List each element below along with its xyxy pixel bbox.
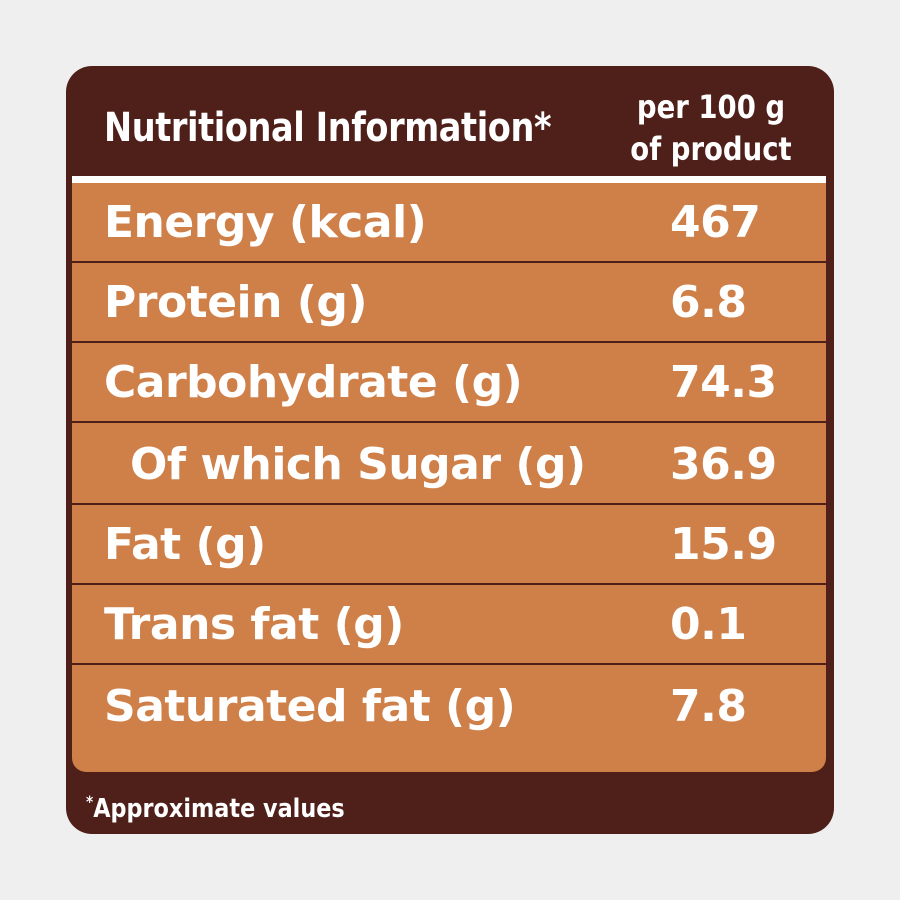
table-row-fat: Fat (g) 15.9 xyxy=(72,505,826,585)
row-value: 36.9 xyxy=(670,439,777,490)
row-label: Protein (g) xyxy=(104,277,368,328)
row-value: 6.8 xyxy=(670,277,747,328)
nutrition-label: Nutritional Information* per 100 g of pr… xyxy=(66,66,834,834)
table-row-carbohydrate: Carbohydrate (g) 74.3 xyxy=(72,343,826,423)
row-label: Energy (kcal) xyxy=(104,197,427,248)
footnote: *Approximate values xyxy=(86,782,345,824)
row-label: Of which Sugar (g) xyxy=(130,439,586,490)
row-value: 15.9 xyxy=(670,519,777,570)
row-label: Fat (g) xyxy=(104,519,266,570)
row-label: Carbohydrate (g) xyxy=(104,357,523,408)
per-serving-line-1: per 100 g xyxy=(636,88,786,126)
table-row-protein: Protein (g) 6.8 xyxy=(72,263,826,343)
header-divider xyxy=(72,176,826,183)
footnote-text: Approximate values xyxy=(93,794,345,824)
nutrition-table: Energy (kcal) 467 Protein (g) 6.8 Carboh… xyxy=(72,183,826,772)
row-value: 467 xyxy=(670,197,761,248)
per-serving-line-2: of product xyxy=(630,130,792,168)
per-serving-header: per 100 g of product xyxy=(604,76,819,186)
row-label: Trans fat (g) xyxy=(104,599,404,650)
table-row-trans-fat: Trans fat (g) 0.1 xyxy=(72,585,826,665)
nutrition-title: Nutritional Information* xyxy=(104,105,552,151)
table-row-sugar: Of which Sugar (g) 36.9 xyxy=(72,425,826,505)
table-row-saturated-fat: Saturated fat (g) 7.8 xyxy=(72,667,826,747)
table-row-energy: Energy (kcal) 467 xyxy=(72,183,826,263)
row-label: Saturated fat (g) xyxy=(104,681,516,732)
row-value: 0.1 xyxy=(670,599,747,650)
row-value: 74.3 xyxy=(670,357,777,408)
row-value: 7.8 xyxy=(670,681,747,732)
footnote-marker: * xyxy=(86,792,94,811)
